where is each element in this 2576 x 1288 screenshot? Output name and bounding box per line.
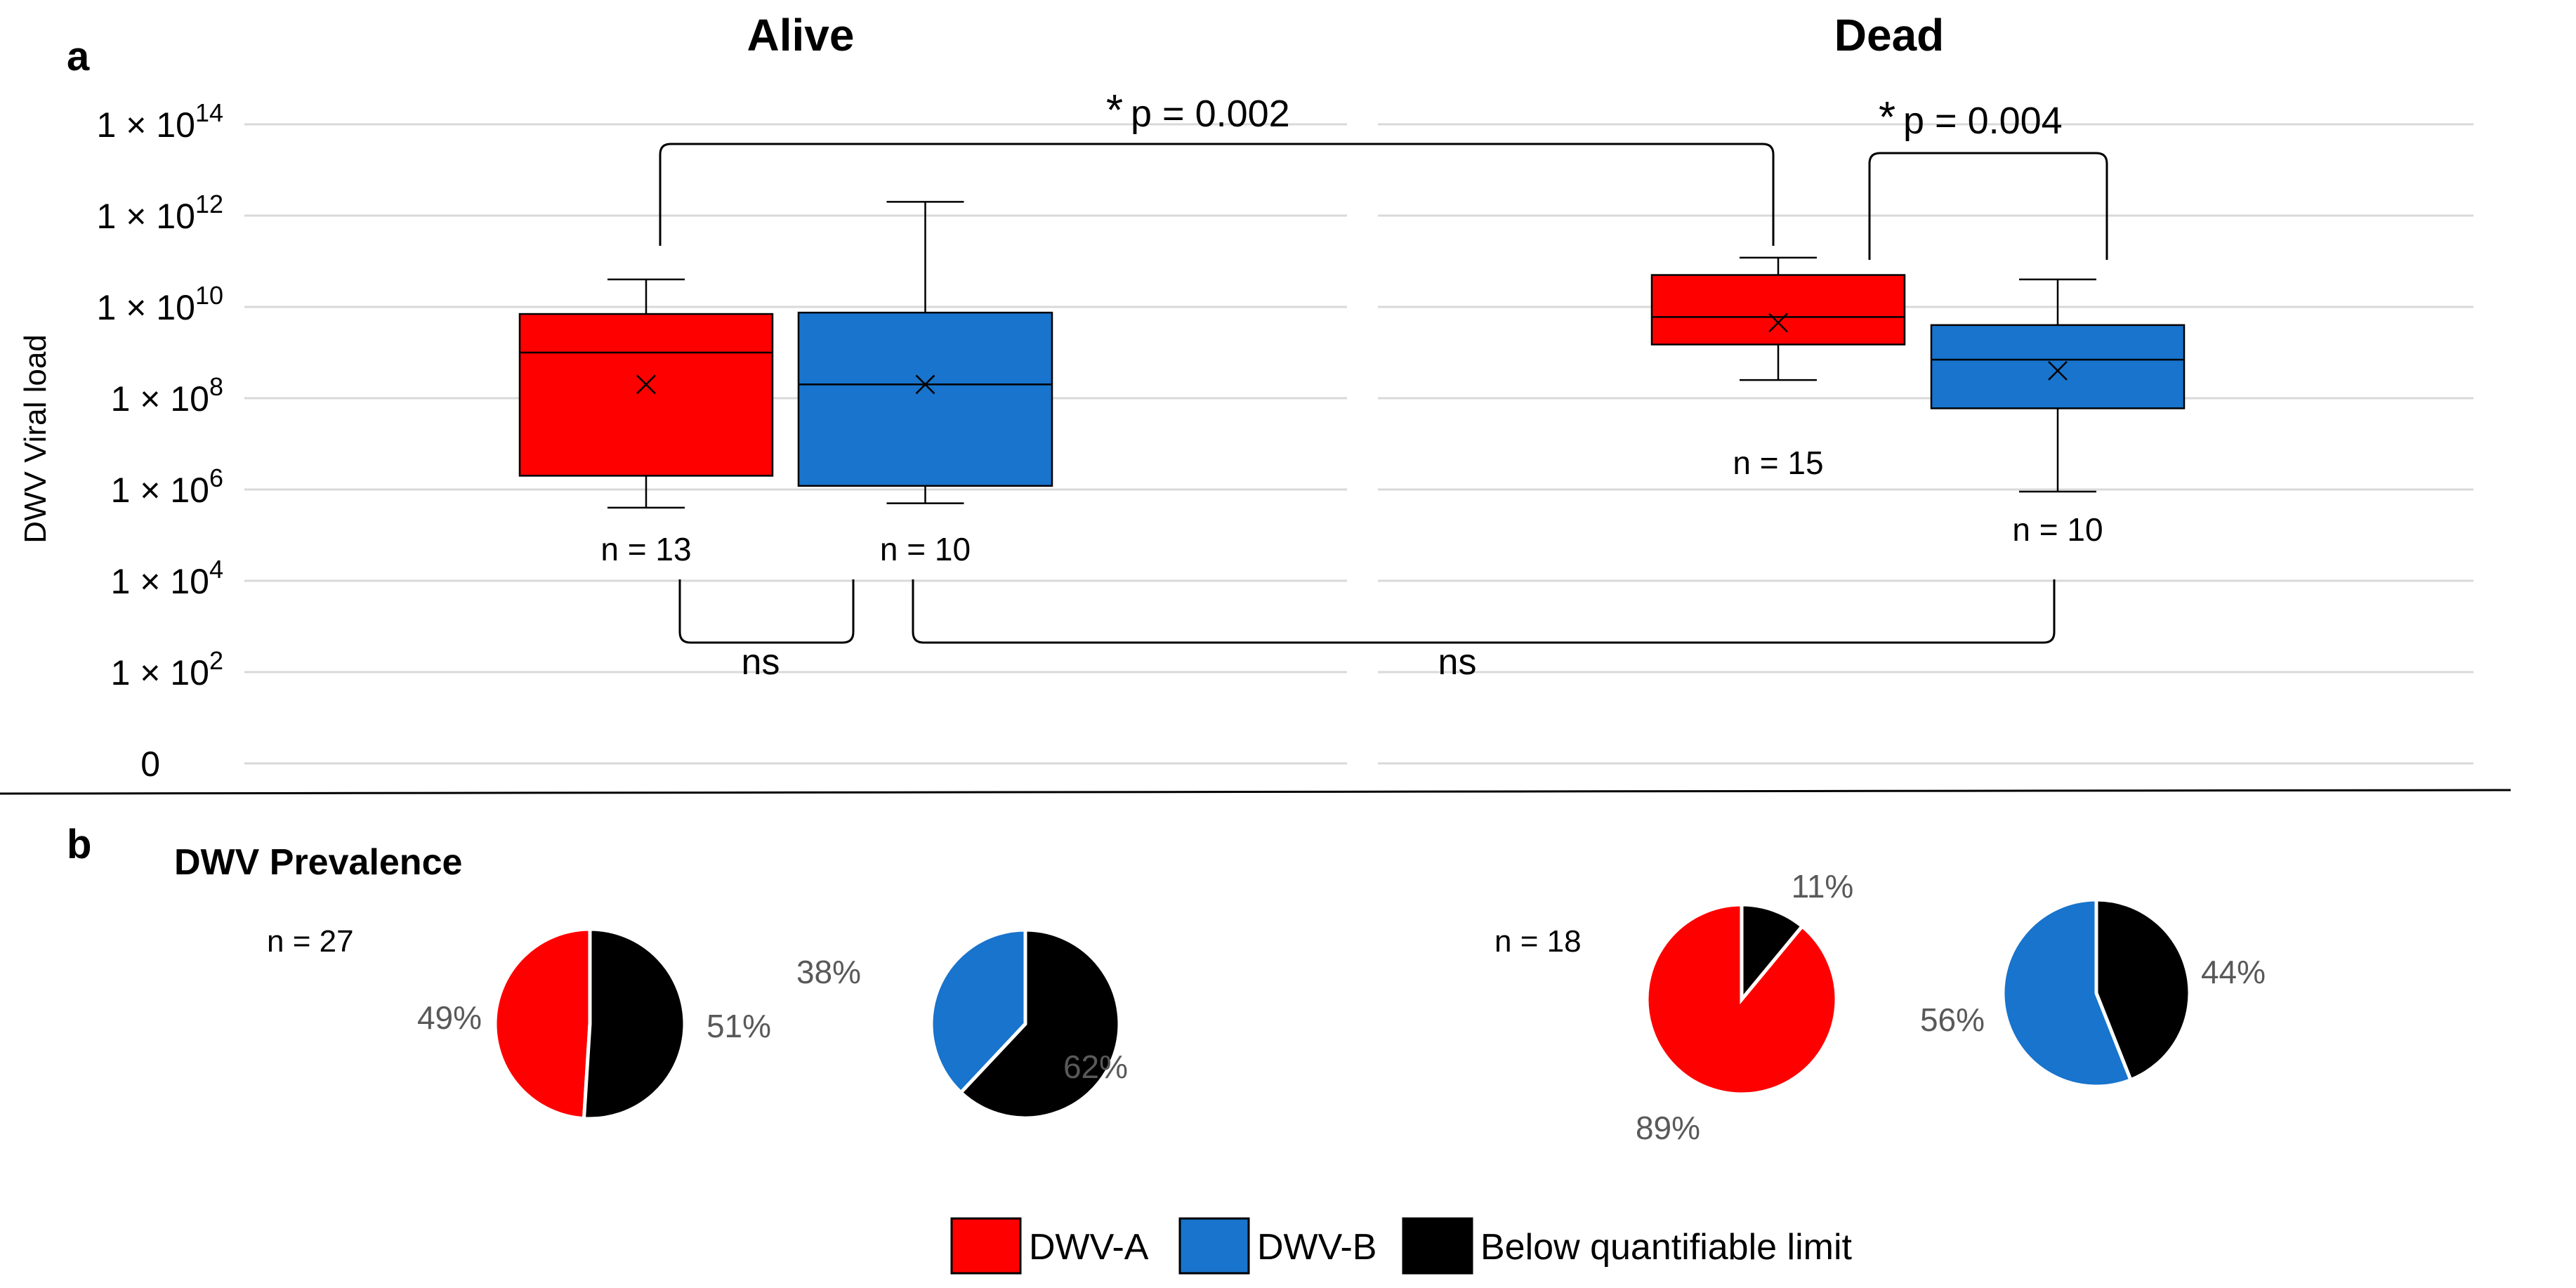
box-alive-dwv-b	[797, 201, 1053, 504]
pie-charts: 49% 51% 38% 62% 89% 11% 56% 44%	[417, 868, 2266, 1146]
sample-size-labels: n = 13 n = 10 n = 15 n = 10	[600, 445, 2103, 567]
pie-label-positive-dead-dwv-b: 56%	[1920, 1001, 1985, 1038]
y-tick-label-2: 1 × 104	[111, 555, 223, 601]
pie-n-alive: n = 27	[267, 924, 354, 959]
pie-slice-below-alive-dwv-b	[958, 928, 1122, 1120]
pie-alive-dwv-a: 49% 51%	[417, 927, 771, 1121]
y-tick-labels: 0 1 × 102 1 × 104 1 × 106 1 × 108 1 × 1010 1 ×…	[97, 98, 223, 784]
box-alive-dwv-a	[518, 278, 774, 509]
mean-marker-alive-dwv-a	[636, 374, 656, 395]
group-title-alive: Alive	[747, 10, 855, 60]
y-tick-label-6: 1 × 1012	[97, 190, 223, 236]
n-label-alive-dwv-a: n = 13	[600, 531, 691, 567]
prevalence-title: DWV Prevalence	[174, 842, 462, 883]
box-plots	[518, 201, 2186, 509]
x-axis-line	[0, 789, 2511, 795]
pie-slice-positive-alive-dwv-a	[493, 927, 592, 1121]
pie-dead-dwv-b: 56% 44%	[1920, 898, 2266, 1089]
p-value-star-1: *	[1106, 86, 1123, 135]
ns-label-1: ns	[742, 642, 780, 683]
mean-marker-dead-dwv-b	[2048, 360, 2068, 381]
p-value-2: p = 0.004	[1903, 100, 2063, 142]
bracket-alive-b-vs-dead-b	[912, 579, 2056, 644]
pie-slice-below-dead-dwv-a	[1740, 902, 1805, 1004]
y-tick-label-3: 1 × 106	[111, 464, 223, 510]
iqr-box-dead-dwv-b	[1930, 324, 2186, 409]
y-tick-label-5: 1 × 1010	[97, 281, 223, 327]
pie-alive-dwv-b: 38% 62%	[796, 928, 1128, 1120]
box-dead-dwv-a	[1650, 256, 1906, 381]
iqr-box-alive-dwv-a	[518, 313, 774, 477]
pie-slice-positive-alive-dwv-b	[929, 928, 1027, 1096]
pie-slice-below-dead-dwv-b	[2094, 898, 2192, 1082]
iqr-box-dead-dwv-a	[1650, 274, 1906, 346]
pie-dead-dwv-a: 89% 11%	[1636, 868, 1853, 1146]
y-tick-label-1: 1 × 102	[111, 646, 223, 692]
legend-label-below: Below quantifiable limit	[1480, 1227, 1852, 1268]
y-gridlines	[244, 123, 2473, 765]
pie-label-positive-alive-dwv-b: 38%	[796, 954, 861, 990]
pie-label-below-dead-dwv-b: 44%	[2201, 954, 2266, 990]
ns-label-2: ns	[1438, 642, 1477, 683]
pie-label-below-dead-dwv-a: 11%	[1792, 868, 1854, 905]
y-tick-label-7: 1 × 1014	[97, 98, 223, 145]
legend-swatch-below	[1402, 1217, 1473, 1275]
mean-marker-alive-dwv-b	[915, 374, 935, 395]
n-label-dead-dwv-a: n = 15	[1733, 445, 1823, 481]
pie-n-dead: n = 18	[1494, 924, 1582, 959]
bracket-alive-a-vs-dead-a	[659, 143, 1775, 246]
p-value-1: p = 0.002	[1131, 93, 1290, 135]
significance-brackets	[659, 143, 2108, 644]
box-dead-dwv-b	[1930, 278, 2186, 493]
pie-label-below-alive-dwv-a: 51%	[707, 1008, 771, 1044]
pie-slice-below-alive-dwv-a	[581, 927, 687, 1121]
legend-swatch-dwv-a	[950, 1217, 1022, 1275]
legend: DWV-A DWV-B Below quantifiable limit	[950, 1217, 1852, 1275]
p-value-star-2: *	[1879, 93, 1895, 142]
bracket-dead-a-vs-dead-b	[1868, 152, 2108, 260]
legend-swatch-dwv-b	[1178, 1217, 1250, 1275]
pie-slice-positive-dead-dwv-b	[2001, 898, 2134, 1089]
legend-label-dwv-b: DWV-B	[1257, 1227, 1376, 1268]
panel-label-a: a	[67, 34, 90, 79]
y-tick-label-0: 0	[140, 744, 160, 784]
iqr-box-alive-dwv-b	[797, 311, 1053, 487]
n-label-alive-dwv-b: n = 10	[880, 531, 971, 567]
group-title-dead: Dead	[1834, 10, 1945, 60]
pie-label-positive-alive-dwv-a: 49%	[417, 999, 482, 1036]
pie-label-below-alive-dwv-b: 62%	[1063, 1049, 1128, 1085]
legend-label-dwv-a: DWV-A	[1029, 1227, 1149, 1268]
y-axis-label: DWV Viral load	[18, 334, 53, 544]
y-tick-label-4: 1 × 108	[111, 372, 223, 419]
pie-label-positive-dead-dwv-a: 89%	[1636, 1110, 1700, 1146]
panel-label-b: b	[67, 822, 91, 867]
bracket-alive-a-vs-alive-b	[678, 579, 855, 644]
mean-marker-dead-dwv-a	[1768, 313, 1788, 333]
n-label-dead-dwv-b: n = 10	[2012, 511, 2103, 548]
